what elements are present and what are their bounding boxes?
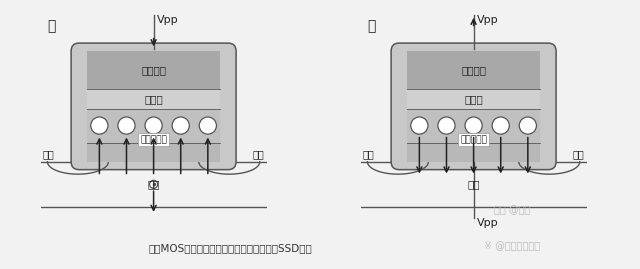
Text: 控制栅极: 控制栅极 — [461, 65, 486, 75]
Circle shape — [465, 117, 482, 134]
Bar — [87, 143, 220, 162]
Circle shape — [492, 117, 509, 134]
Text: 隧道氧化层: 隧道氧化层 — [460, 135, 487, 144]
Text: 控制栅极: 控制栅极 — [141, 65, 166, 75]
Text: 隧道氧化层: 隧道氧化层 — [140, 135, 167, 144]
Text: 漏极: 漏极 — [253, 150, 264, 160]
Text: 漏极: 漏极 — [573, 150, 584, 160]
Text: Vpp: Vpp — [477, 15, 499, 25]
Circle shape — [118, 117, 135, 134]
Text: 源极: 源极 — [43, 150, 54, 160]
Text: 源极: 源极 — [363, 150, 374, 160]
Bar — [87, 109, 220, 143]
Bar — [87, 89, 220, 109]
Circle shape — [145, 117, 162, 134]
Text: 氧化层: 氧化层 — [144, 94, 163, 104]
Text: 衬底: 衬底 — [467, 179, 480, 189]
Circle shape — [411, 117, 428, 134]
Bar — [407, 89, 540, 109]
Circle shape — [172, 117, 189, 134]
Circle shape — [150, 180, 157, 188]
Circle shape — [438, 117, 455, 134]
Text: 知乎 @若影: 知乎 @若影 — [494, 205, 530, 215]
Text: Vpp: Vpp — [157, 15, 179, 25]
Text: ※ @爱数码的若影: ※ @爱数码的若影 — [484, 240, 540, 250]
FancyBboxPatch shape — [71, 43, 236, 170]
Text: 写: 写 — [47, 19, 56, 33]
Circle shape — [91, 117, 108, 134]
Bar — [407, 143, 540, 162]
Text: 浮栅MOS管写、擦原理（图源于《深入浅出SSD》）: 浮栅MOS管写、擦原理（图源于《深入浅出SSD》） — [148, 243, 312, 253]
Circle shape — [519, 117, 536, 134]
Bar — [407, 51, 540, 89]
Text: 氧化层: 氧化层 — [464, 94, 483, 104]
Circle shape — [199, 117, 216, 134]
Text: Vpp: Vpp — [477, 218, 499, 228]
Bar — [407, 109, 540, 143]
FancyBboxPatch shape — [391, 43, 556, 170]
Bar — [87, 51, 220, 89]
Text: 衬底: 衬底 — [147, 179, 160, 189]
Text: 擦: 擦 — [367, 19, 376, 33]
